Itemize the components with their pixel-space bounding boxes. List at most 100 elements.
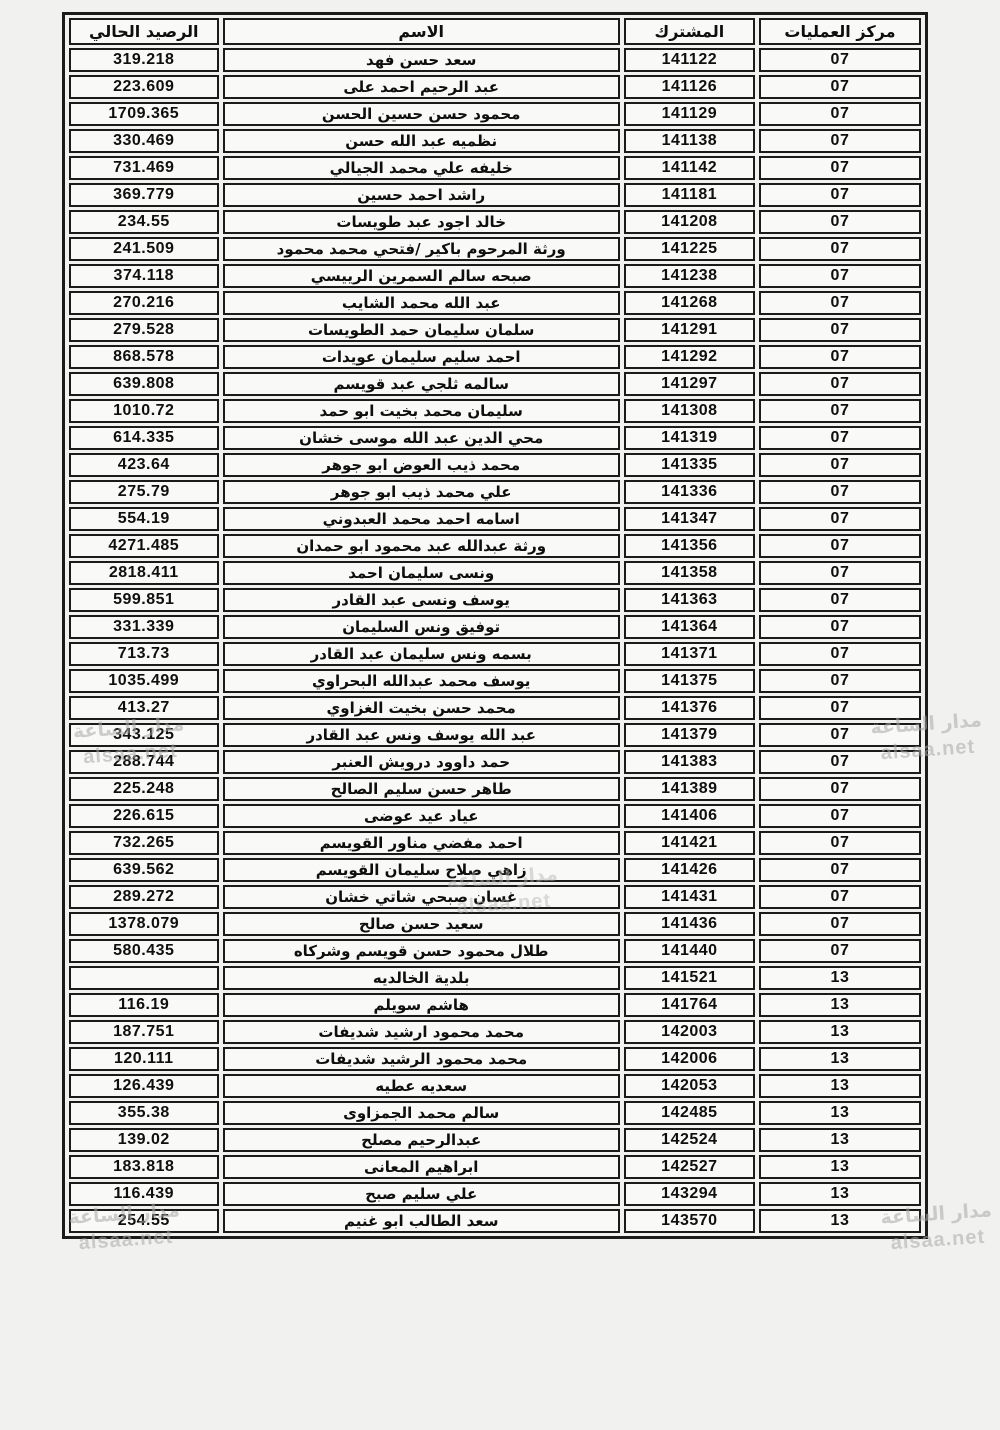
cell-balance: 234.55 — [69, 210, 219, 234]
cell-balance: 413.27 — [69, 696, 219, 720]
cell-operations-center: 07 — [758, 534, 921, 558]
column-header-name: الاسم — [222, 18, 620, 45]
table-row: 13 143570 سعد الطالب ابو غنيم 254.55 — [69, 1209, 921, 1233]
cell-name: حمد داوود درويش العنبر — [222, 750, 620, 774]
cell-name: علي محمد ذيب ابو جوهر — [222, 480, 620, 504]
table-row: 07 141225 ورثة المرحوم باكير /فتحي محمد مح… — [69, 237, 921, 261]
cell-balance: 126.439 — [69, 1074, 219, 1098]
cell-operations-center: 13 — [758, 1101, 921, 1125]
cell-balance: 279.528 — [69, 318, 219, 342]
cell-name: ابراهيم المعانى — [222, 1155, 620, 1179]
cell-balance: 288.744 — [69, 750, 219, 774]
cell-balance: 187.751 — [69, 1020, 219, 1044]
cell-name: صبحه سالم السمرين الرييسي — [222, 264, 620, 288]
table-row: 07 141426 زاهي صلاح سليمان القويسم 639.562 — [69, 858, 921, 882]
table-row: 07 141142 خليفه علي محمد الجيالي 731.469 — [69, 156, 921, 180]
cell-operations-center: 07 — [758, 426, 921, 450]
cell-subscriber: 141383 — [623, 750, 755, 774]
cell-balance: 225.248 — [69, 777, 219, 801]
table-row: 13 143294 علي سليم صبح 116.439 — [69, 1182, 921, 1206]
cell-balance: 223.609 — [69, 75, 219, 99]
cell-name: غسان صبحي شاتي خشان — [222, 885, 620, 909]
cell-subscriber: 142527 — [623, 1155, 755, 1179]
cell-operations-center: 07 — [758, 291, 921, 315]
table-row: 07 141376 محمد حسن بخيت الغزاوي 413.27 — [69, 696, 921, 720]
cell-operations-center: 07 — [758, 588, 921, 612]
cell-balance: 116.439 — [69, 1182, 219, 1206]
cell-name: عبد الله يوسف ونس عبد القادر — [222, 723, 620, 747]
cell-operations-center: 07 — [758, 885, 921, 909]
cell-subscriber: 141375 — [623, 669, 755, 693]
cell-balance: 139.02 — [69, 1128, 219, 1152]
cell-balance: 374.118 — [69, 264, 219, 288]
table-body: 07 141122 سعد حسن فهد 319.218 07 141126 عبد ال… — [69, 48, 921, 1233]
cell-operations-center: 07 — [758, 642, 921, 666]
cell-subscriber: 141336 — [623, 480, 755, 504]
cell-name: محمود حسن حسين الحسن — [222, 102, 620, 126]
cell-balance: 554.19 — [69, 507, 219, 531]
cell-subscriber: 141379 — [623, 723, 755, 747]
cell-name: ورثة عبدالله عبد محمود ابو حمدان — [222, 534, 620, 558]
cell-operations-center: 07 — [758, 183, 921, 207]
cell-name: ونسى سليمان احمد — [222, 561, 620, 585]
table-row: 07 141129 محمود حسن حسين الحسن 1709.365 — [69, 102, 921, 126]
table-row: 07 141319 محي الدين عبد الله موسى خشان 614.… — [69, 426, 921, 450]
cell-subscriber: 141358 — [623, 561, 755, 585]
cell-balance: 423.64 — [69, 453, 219, 477]
cell-operations-center: 13 — [758, 1047, 921, 1071]
table-row: 07 141336 علي محمد ذيب ابو جوهر 275.79 — [69, 480, 921, 504]
cell-balance: 355.38 — [69, 1101, 219, 1125]
cell-name: احمد سليم سليمان عويدات — [222, 345, 620, 369]
cell-balance: 639.562 — [69, 858, 219, 882]
cell-balance: 369.779 — [69, 183, 219, 207]
cell-operations-center: 07 — [758, 507, 921, 531]
cell-operations-center: 07 — [758, 237, 921, 261]
cell-name: عبد الرحيم احمد على — [222, 75, 620, 99]
cell-subscriber: 142003 — [623, 1020, 755, 1044]
cell-operations-center: 07 — [758, 669, 921, 693]
cell-subscriber: 142053 — [623, 1074, 755, 1098]
table-row: 07 141297 سالمه ثلجي عبد قويسم 639.808 — [69, 372, 921, 396]
cell-balance: 1010.72 — [69, 399, 219, 423]
cell-operations-center: 07 — [758, 264, 921, 288]
cell-name: سلمان سليمان حمد الطويسات — [222, 318, 620, 342]
cell-subscriber: 141436 — [623, 912, 755, 936]
cell-name: محمد ذيب العوض ابو جوهر — [222, 453, 620, 477]
table-row: 13 141521 بلدية الخالديه — [69, 966, 921, 990]
cell-balance: 2818.411 — [69, 561, 219, 585]
table-row: 13 142006 محمد محمود الرشيد شديفات 120.111 — [69, 1047, 921, 1071]
cell-name: علي سليم صبح — [222, 1182, 620, 1206]
table-row: 07 141358 ونسى سليمان احمد 2818.411 — [69, 561, 921, 585]
cell-operations-center: 13 — [758, 1074, 921, 1098]
cell-operations-center: 07 — [758, 912, 921, 936]
cell-subscriber: 141181 — [623, 183, 755, 207]
cell-operations-center: 07 — [758, 129, 921, 153]
cell-subscriber: 141138 — [623, 129, 755, 153]
table-row: 13 141764 هاشم سويلم 116.19 — [69, 993, 921, 1017]
balances-table: مركز العمليات المشترك الاسم الرصيد الحال… — [62, 12, 928, 1239]
table-row: 07 141291 سلمان سليمان حمد الطويسات 279.528 — [69, 318, 921, 342]
cell-subscriber: 141297 — [623, 372, 755, 396]
table-row: 07 141364 توفيق ونس السليمان 331.339 — [69, 615, 921, 639]
column-header-current-balance: الرصيد الحالي — [69, 18, 219, 45]
cell-subscriber: 142485 — [623, 1101, 755, 1125]
cell-name: سالم محمد الجمزاوى — [222, 1101, 620, 1125]
cell-operations-center: 07 — [758, 372, 921, 396]
cell-operations-center: 07 — [758, 399, 921, 423]
cell-balance: 289.272 — [69, 885, 219, 909]
cell-name: محمد محمود ارشيد شديفات — [222, 1020, 620, 1044]
table-row: 07 141383 حمد داوود درويش العنبر 288.744 — [69, 750, 921, 774]
cell-subscriber: 141364 — [623, 615, 755, 639]
cell-balance: 580.435 — [69, 939, 219, 963]
cell-name: سالمه ثلجي عبد قويسم — [222, 372, 620, 396]
table-row: 07 141181 راشد احمد حسين 369.779 — [69, 183, 921, 207]
cell-operations-center: 07 — [758, 561, 921, 585]
cell-operations-center: 07 — [758, 480, 921, 504]
cell-name: طلال محمود حسن قويسم وشركاه — [222, 939, 620, 963]
cell-name: سعد الطالب ابو غنيم — [222, 1209, 620, 1233]
cell-name: محمد حسن بخيت الغزاوي — [222, 696, 620, 720]
cell-subscriber: 142524 — [623, 1128, 755, 1152]
table-row: 07 141268 عبد الله محمد الشايب 270.216 — [69, 291, 921, 315]
cell-name: خالد اجود عبد طويسات — [222, 210, 620, 234]
cell-balance: 254.55 — [69, 1209, 219, 1233]
